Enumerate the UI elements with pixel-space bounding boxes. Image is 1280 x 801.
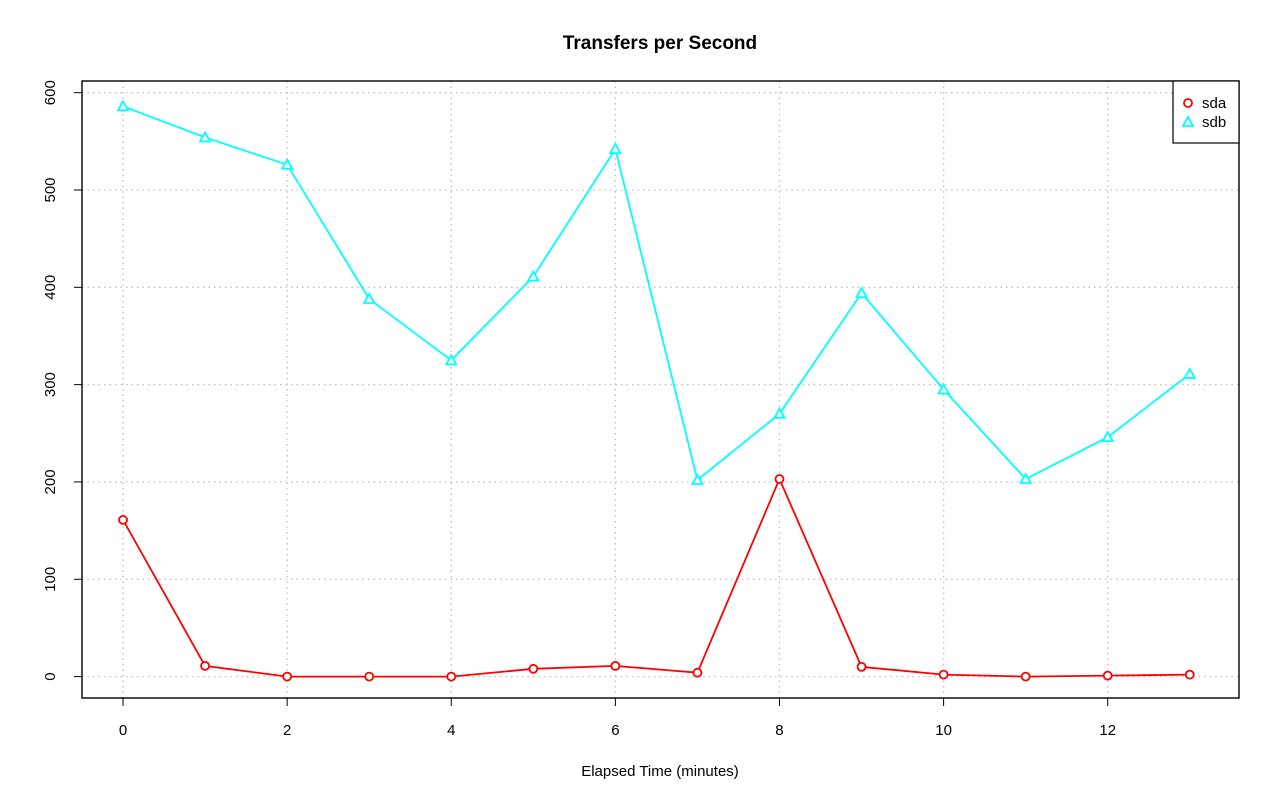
series-line-sdb (122, 105, 1191, 482)
data-point-sda (446, 671, 457, 682)
x-tick-label: 6 (611, 722, 619, 739)
x-axis: 0 2 4 6 8 10 12 (119, 697, 1116, 739)
legend-box (1172, 80, 1240, 144)
y-tick-label: 500 (42, 177, 59, 202)
data-point-sda (1102, 670, 1113, 681)
legend-marker-sdb (1181, 115, 1195, 127)
y-tick-label: 600 (42, 80, 59, 105)
data-point-sdb (444, 353, 458, 366)
data-point-sda (200, 660, 210, 671)
data-point-sdb (772, 406, 787, 419)
data-point-sda (282, 671, 293, 682)
series-sda (118, 474, 1195, 682)
data-point-sda (1184, 669, 1195, 680)
chart-title: Transfers per Second (563, 33, 757, 54)
y-tick-label: 200 (42, 469, 59, 494)
data-point-sdb (1101, 430, 1115, 443)
legend-label-sda: sda (1202, 95, 1227, 112)
data-point-sda (938, 669, 949, 680)
grid-lines (82, 81, 1239, 698)
data-point-sdb (116, 99, 130, 112)
x-tick-label: 12 (1099, 722, 1116, 739)
y-tick-label: 400 (42, 275, 59, 300)
data-point-sda (856, 661, 867, 672)
series-layer (116, 99, 1197, 682)
series-sdb (116, 99, 1197, 485)
x-tick-label: 8 (775, 722, 783, 739)
y-tick-label: 300 (42, 372, 59, 397)
data-point-sda (1020, 671, 1031, 682)
data-point-sdb (280, 157, 294, 170)
data-point-sdb (362, 292, 376, 304)
plot-frame (81, 80, 1240, 699)
data-point-sda (364, 671, 375, 682)
x-tick-label: 2 (283, 722, 291, 739)
data-point-sda (610, 660, 621, 671)
data-point-sdb (690, 473, 704, 485)
x-axis-label: Elapsed Time (minutes) (581, 763, 739, 780)
legend-label-sdb: sdb (1202, 114, 1226, 131)
data-point-sda (692, 667, 703, 678)
data-point-sdb (198, 130, 212, 143)
series-line-sda (122, 476, 1190, 678)
data-point-sdb (1183, 367, 1197, 379)
data-point-sdb (937, 382, 951, 395)
x-tick-label: 0 (119, 722, 127, 739)
data-point-sda (774, 474, 785, 484)
legend-marker-sda (1183, 98, 1193, 108)
data-point-sda (118, 515, 128, 525)
x-tick-label: 4 (447, 722, 455, 739)
data-point-sdb (526, 269, 540, 282)
data-point-sdb (855, 286, 869, 299)
y-tick-label: 0 (42, 672, 59, 680)
x-tick-label: 10 (935, 722, 952, 739)
y-axis: 0 100 200 300 400 500 600 (42, 80, 82, 681)
y-tick-label: 100 (42, 567, 59, 592)
data-point-sdb (608, 142, 622, 155)
legend: sda sdb (1172, 80, 1240, 144)
data-point-sdb (1019, 472, 1033, 484)
data-point-sda (528, 663, 539, 674)
